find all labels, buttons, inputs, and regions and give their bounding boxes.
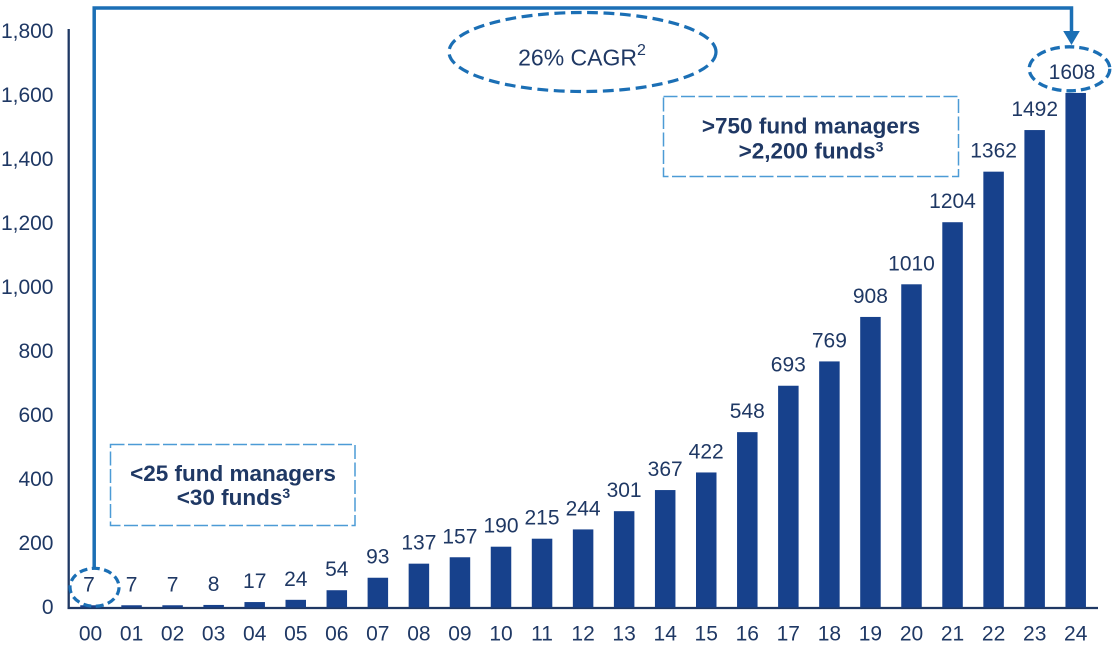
svg-text:693: 693 <box>771 354 806 377</box>
svg-text:>2,200 funds3: >2,200 funds3 <box>739 139 884 164</box>
svg-text:1,400: 1,400 <box>1 148 54 171</box>
svg-text:15: 15 <box>695 623 718 646</box>
svg-text:13: 13 <box>612 623 635 646</box>
svg-text:200: 200 <box>18 532 53 555</box>
svg-text:02: 02 <box>161 623 184 646</box>
svg-text:17: 17 <box>243 570 266 593</box>
svg-text:03: 03 <box>202 623 225 646</box>
svg-text:06: 06 <box>325 623 348 646</box>
svg-text:93: 93 <box>366 546 389 569</box>
svg-text:>750 fund managers: >750 fund managers <box>702 114 920 139</box>
svg-text:01: 01 <box>120 623 143 646</box>
svg-text:1204: 1204 <box>929 190 976 213</box>
svg-text:215: 215 <box>524 507 559 530</box>
svg-text:1010: 1010 <box>888 252 935 275</box>
svg-text:14: 14 <box>654 623 678 646</box>
svg-text:<25 fund managers: <25 fund managers <box>130 461 336 486</box>
svg-text:12: 12 <box>571 623 594 646</box>
svg-text:1362: 1362 <box>970 140 1017 163</box>
svg-text:21: 21 <box>941 623 964 646</box>
svg-text:10: 10 <box>489 623 512 646</box>
svg-text:00: 00 <box>79 623 102 646</box>
svg-text:24: 24 <box>284 568 308 591</box>
svg-text:22: 22 <box>982 623 1005 646</box>
svg-text:422: 422 <box>689 441 724 464</box>
svg-text:600: 600 <box>18 404 53 427</box>
svg-text:1608: 1608 <box>1049 61 1096 84</box>
svg-text:190: 190 <box>483 515 518 538</box>
svg-text:<30 funds3: <30 funds3 <box>177 485 291 510</box>
svg-text:769: 769 <box>812 329 847 352</box>
svg-text:548: 548 <box>730 400 765 423</box>
svg-text:908: 908 <box>853 285 888 308</box>
svg-text:367: 367 <box>648 458 683 481</box>
svg-text:08: 08 <box>407 623 430 646</box>
svg-text:26% CAGR2: 26% CAGR2 <box>518 42 646 71</box>
svg-text:800: 800 <box>18 340 53 363</box>
svg-text:301: 301 <box>607 479 642 502</box>
svg-text:1,000: 1,000 <box>1 276 54 299</box>
svg-text:1,200: 1,200 <box>1 212 54 235</box>
svg-text:7: 7 <box>167 573 179 596</box>
svg-text:07: 07 <box>366 623 389 646</box>
svg-text:400: 400 <box>18 468 53 491</box>
svg-text:17: 17 <box>777 623 800 646</box>
svg-text:18: 18 <box>818 623 841 646</box>
svg-text:11: 11 <box>531 623 553 646</box>
svg-text:54: 54 <box>325 558 349 581</box>
svg-text:157: 157 <box>442 525 477 548</box>
svg-text:09: 09 <box>448 623 471 646</box>
svg-text:20: 20 <box>900 623 923 646</box>
svg-text:1,800: 1,800 <box>1 20 54 43</box>
svg-text:24: 24 <box>1064 623 1088 646</box>
svg-text:244: 244 <box>566 497 601 520</box>
svg-text:16: 16 <box>736 623 759 646</box>
svg-text:04: 04 <box>243 623 267 646</box>
svg-text:19: 19 <box>859 623 882 646</box>
svg-text:0: 0 <box>42 596 54 619</box>
svg-text:8: 8 <box>208 573 220 596</box>
svg-text:1492: 1492 <box>1011 98 1058 121</box>
svg-text:137: 137 <box>401 532 436 555</box>
svg-text:7: 7 <box>126 573 138 596</box>
svg-text:7: 7 <box>83 573 95 596</box>
svg-text:23: 23 <box>1023 623 1046 646</box>
svg-text:05: 05 <box>284 623 307 646</box>
svg-text:1,600: 1,600 <box>1 84 54 107</box>
